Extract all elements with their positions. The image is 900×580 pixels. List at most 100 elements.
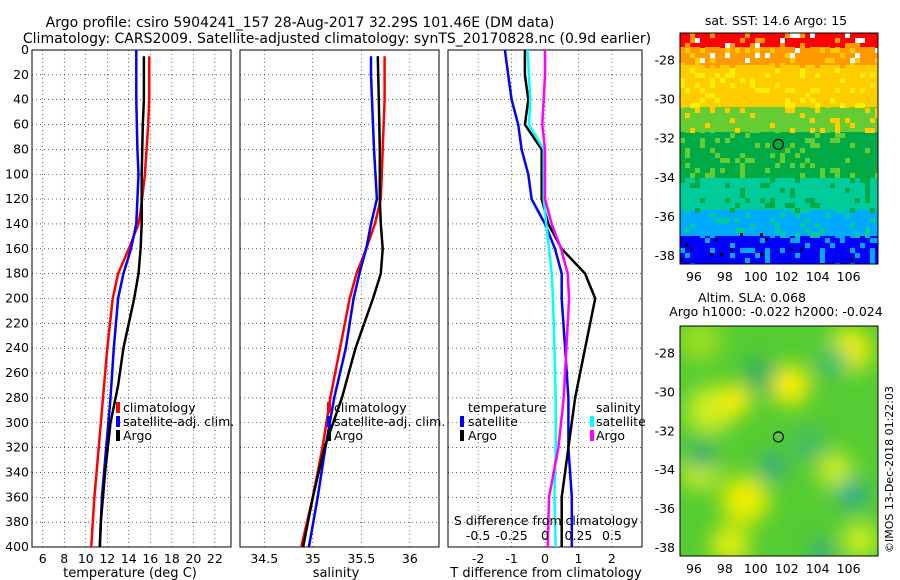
sst-pixel — [780, 158, 785, 163]
sst-pixel — [840, 43, 845, 48]
sst-pixel — [750, 113, 755, 118]
legend-swatch-t-argo — [460, 430, 464, 441]
sst-pixel — [745, 223, 750, 228]
sst-pixel — [870, 33, 875, 38]
sst-pixel — [870, 218, 875, 223]
sst-pixel — [745, 258, 750, 263]
sst-pixel — [815, 73, 820, 78]
sst-pixel — [815, 223, 820, 228]
sst-pixel — [780, 153, 785, 158]
sst-pixel — [795, 238, 800, 243]
sst-pixel — [790, 248, 793, 251]
sst-pixel — [835, 88, 840, 93]
sst-pixel — [755, 158, 760, 163]
sst-pixel — [720, 123, 725, 128]
sst-pixel — [795, 123, 800, 128]
sst-pixel — [780, 228, 785, 233]
sst-pixel — [730, 148, 735, 153]
sst-pixel — [780, 43, 785, 48]
sst-pixel — [690, 168, 695, 173]
salinity-grid — [240, 49, 439, 548]
sst-pixel — [700, 198, 705, 203]
sst-pixel — [840, 83, 845, 88]
sst-pixel — [790, 193, 795, 198]
sst-pixel — [730, 243, 735, 248]
sst-pixel — [690, 48, 695, 53]
sst-pixel — [720, 43, 725, 48]
series-line-argo — [301, 56, 384, 548]
sst-pixel — [810, 198, 815, 203]
sst-pixel — [740, 248, 745, 253]
sst-pixel — [770, 168, 775, 173]
sst-pixel — [695, 168, 700, 173]
sst-pixel — [750, 133, 755, 138]
sst-pixel — [850, 143, 855, 148]
sst-pixel — [750, 173, 755, 178]
sst-pixel — [815, 188, 820, 193]
sst-pixel — [815, 88, 820, 93]
sst-pixel — [850, 88, 855, 93]
longitude-tick-label: 106 — [837, 561, 861, 576]
sst-pixel — [865, 128, 870, 133]
x-tick-label: 0 — [541, 551, 549, 566]
sst-pixel — [815, 233, 820, 238]
sst-pixel — [870, 83, 875, 88]
sst-pixel — [715, 113, 720, 118]
sst-pixel — [710, 213, 715, 218]
sst-pixel — [690, 103, 695, 108]
sst-pixel — [765, 123, 770, 128]
legend-swatch-climatology — [116, 402, 120, 413]
sst-pixel — [730, 58, 735, 63]
sst-pixel — [855, 78, 860, 83]
sst-pixel — [715, 238, 718, 241]
sst-pixel — [825, 58, 830, 63]
sst-pixel — [775, 228, 780, 233]
latitude-tick-label: -38 — [655, 248, 675, 263]
sst-pixel — [795, 58, 800, 63]
sst-pixel — [730, 253, 735, 258]
legend-label-argo: Argo — [123, 428, 152, 443]
sst-pixel — [775, 63, 780, 68]
sst-pixel — [765, 33, 770, 38]
sst-pixel — [810, 163, 815, 168]
sst-pixel — [730, 48, 735, 53]
sst-pixel — [710, 78, 715, 83]
sst-pixel — [875, 43, 878, 48]
sst-pixel — [755, 53, 760, 58]
sst-pixel — [825, 128, 830, 133]
sst-pixel — [795, 33, 800, 38]
sst-pixel — [720, 153, 725, 158]
longitude-tick-label: 106 — [837, 269, 861, 284]
sst-pixel — [710, 58, 715, 63]
sst-pixel — [680, 203, 685, 208]
sst-pixel — [685, 138, 690, 143]
difference-top-axis-label: S difference from climatology — [454, 513, 639, 528]
sst-pixel — [790, 68, 795, 73]
legend-label-s-argo: Argo — [596, 428, 625, 443]
sst-pixel — [785, 158, 790, 163]
sst-pixel — [815, 108, 820, 113]
sst-pixel — [790, 198, 795, 203]
sst-pixel — [735, 148, 740, 153]
x-tick-label: 22 — [207, 551, 223, 566]
sst-pixel — [875, 138, 878, 143]
sst-pixel — [750, 188, 755, 193]
series-line-satellite-adj-clim- — [98, 50, 140, 548]
sst-pixel — [730, 68, 735, 73]
sst-pixel — [685, 163, 690, 168]
sst-pixel — [825, 143, 830, 148]
sst-pixel — [715, 73, 720, 78]
sst-pixel — [725, 73, 730, 78]
sst-pixel — [850, 228, 855, 233]
sst-pixel — [815, 228, 820, 233]
sst-pixel — [810, 248, 815, 253]
y-tick-label: 400 — [5, 539, 29, 554]
sst-pixel — [730, 73, 735, 78]
series-line-climatology — [299, 56, 386, 548]
sst-pixel — [850, 223, 855, 228]
x-tick-label: 2 — [608, 551, 616, 566]
y-tick-label: 100 — [5, 166, 29, 181]
sst-pixel — [750, 258, 755, 263]
sst-pixel — [790, 113, 795, 118]
sst-pixel — [830, 168, 835, 173]
